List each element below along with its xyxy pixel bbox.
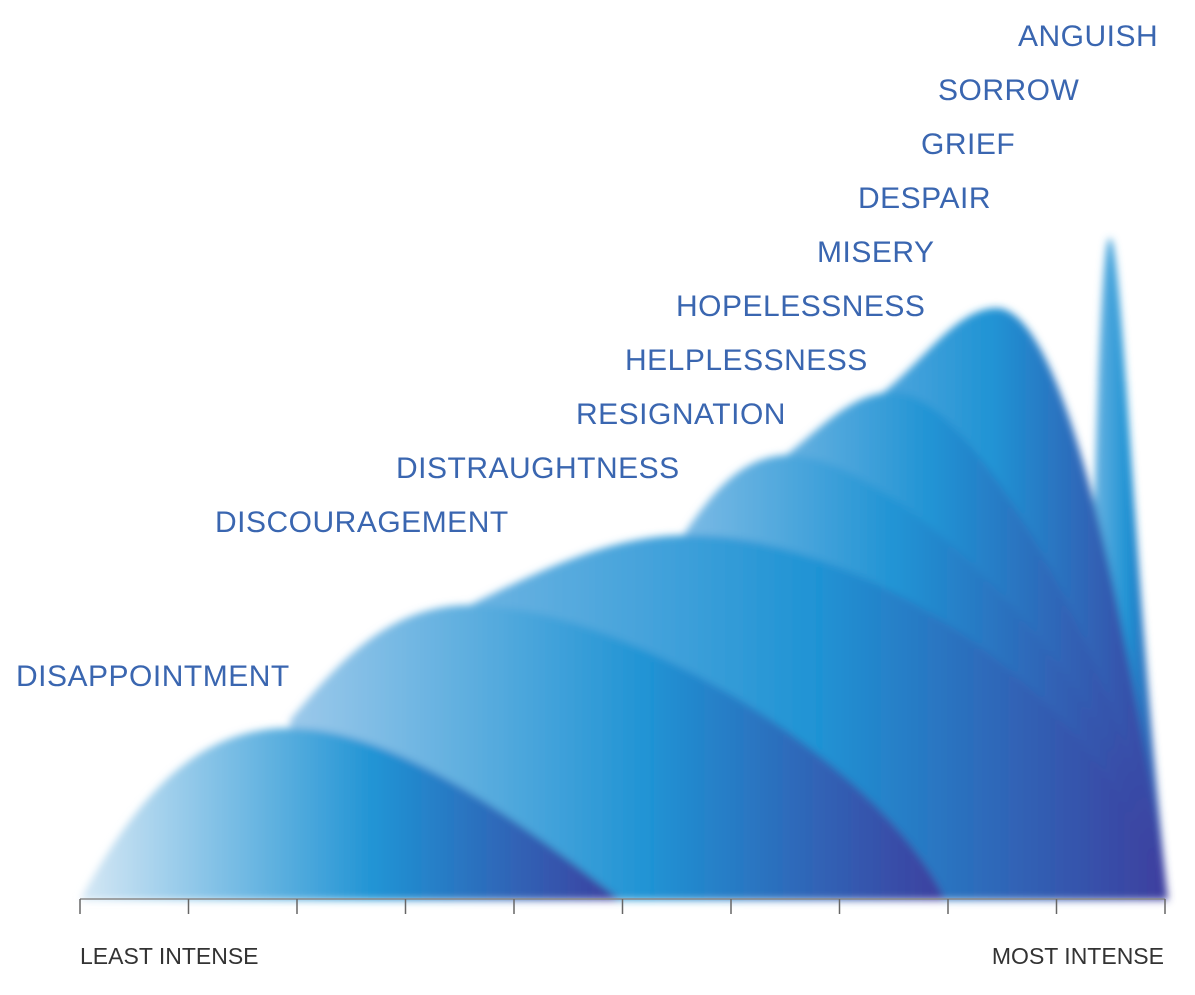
label-grief: GRIEF xyxy=(921,128,1016,161)
axis-label-most-intense: MOST INTENSE xyxy=(991,943,1164,969)
label-misery: MISERY xyxy=(817,236,935,269)
label-despair: DESPAIR xyxy=(858,182,991,215)
label-resignation: RESIGNATION xyxy=(576,398,786,431)
label-helplessness: HELPLESSNESS xyxy=(625,344,868,377)
x-axis xyxy=(79,898,1166,914)
label-hopelessness: HOPELESSNESS xyxy=(676,290,926,323)
waves xyxy=(80,238,1168,900)
label-discouragement: DISCOURAGEMENT xyxy=(215,506,509,539)
label-sorrow: SORROW xyxy=(938,74,1080,107)
label-anguish: ANGUISH xyxy=(1018,20,1159,53)
wave-disappointment xyxy=(80,728,620,900)
axis-label-least-intense: LEAST INTENSE xyxy=(80,943,259,969)
label-distraughtness: DISTRAUGHTNESS xyxy=(396,452,680,485)
label-disappointment: DISAPPOINTMENT xyxy=(16,660,290,693)
